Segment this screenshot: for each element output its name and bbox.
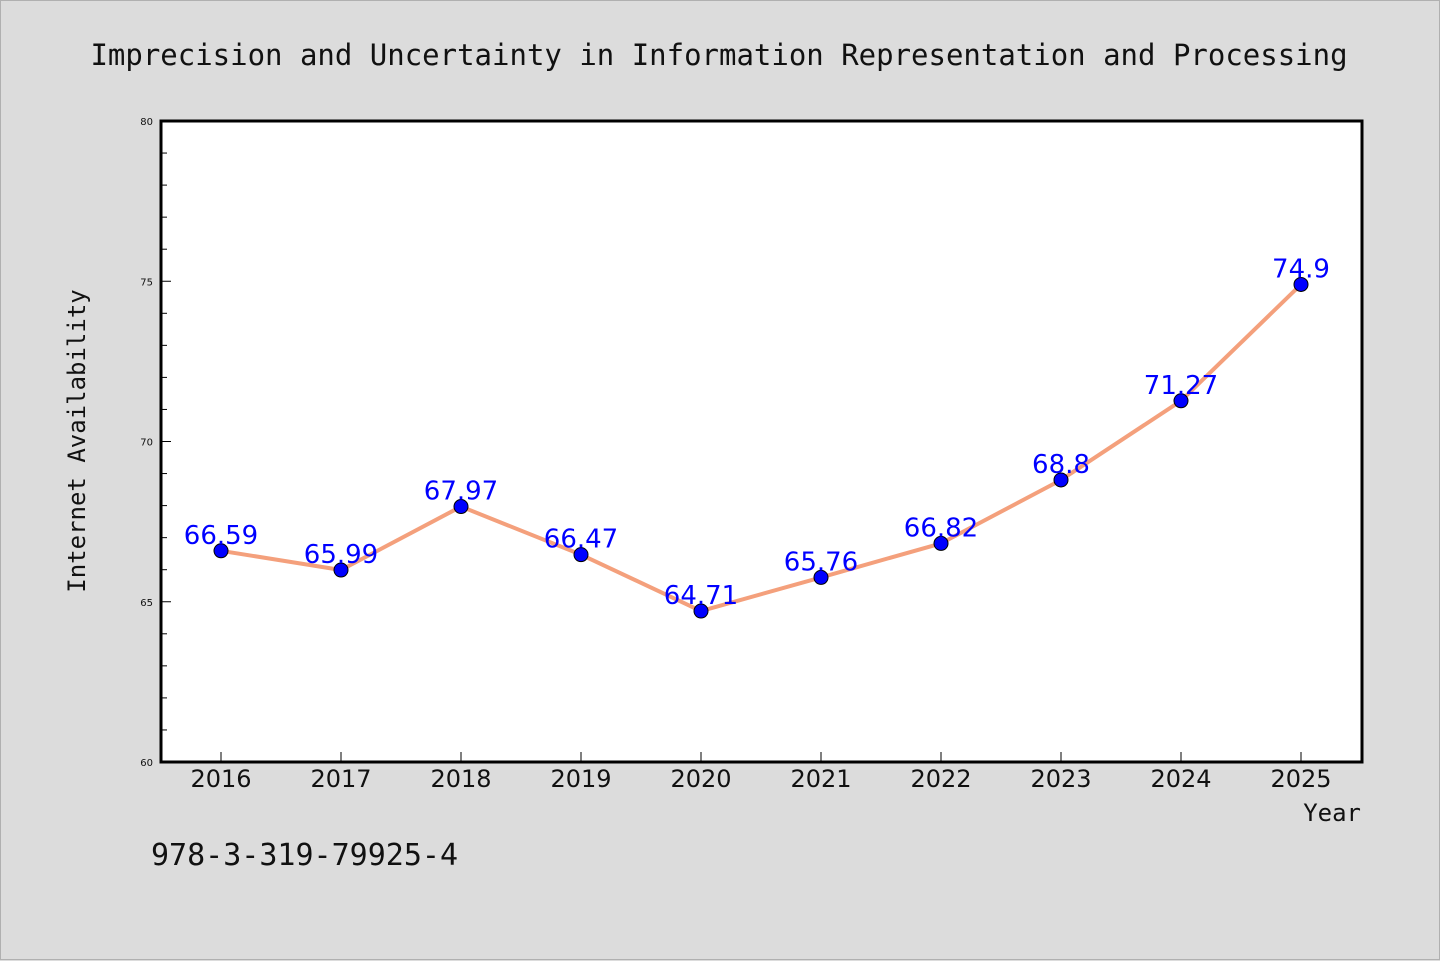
data-label: 68.8 <box>1032 450 1090 480</box>
data-label: 64.71 <box>664 581 738 611</box>
data-point <box>1053 472 1069 488</box>
data-point <box>333 562 349 578</box>
data-point <box>813 569 829 585</box>
data-label: 67.97 <box>424 477 498 507</box>
data-point <box>453 499 469 515</box>
x-axis-label: Year <box>1303 799 1361 827</box>
data-label: 66.47 <box>544 525 618 555</box>
data-label: 74.9 <box>1272 254 1330 284</box>
chart-title: Imprecision and Uncertainty in Informati… <box>90 38 1347 72</box>
y-axis: 60 65 70 75 80 <box>140 117 171 769</box>
y-tick-label: 65 <box>140 598 153 609</box>
data-point <box>1293 276 1309 292</box>
plot-area <box>159 119 1364 764</box>
y-axis-label: Internet Availability <box>63 289 91 592</box>
data-label: 66.82 <box>904 513 978 543</box>
y-tick-label: 75 <box>140 277 153 288</box>
x-tick-label: 2022 <box>910 765 971 793</box>
isbn-text: 978-3-319-79925-4 <box>151 838 458 873</box>
data-label: 65.76 <box>784 547 858 577</box>
series-line <box>219 282 1303 614</box>
x-tick-label: 2016 <box>190 765 251 793</box>
data-point <box>573 547 589 563</box>
series-layer: 66.59 65.99 67.97 66.47 64.71 65.76 66.82 68.8 7… <box>184 254 1330 619</box>
y-tick-label: 70 <box>140 438 153 449</box>
data-label: 71.27 <box>1144 371 1218 401</box>
data-label: 66.59 <box>184 521 258 551</box>
y-tick-label: 60 <box>140 758 153 769</box>
data-label: 65.99 <box>304 540 378 570</box>
data-point <box>693 603 709 619</box>
y-tick-label: 80 <box>140 117 153 128</box>
x-tick-label: 2018 <box>430 765 491 793</box>
x-tick-label: 2023 <box>1030 765 1091 793</box>
data-point <box>933 535 949 551</box>
x-tick-label: 2025 <box>1270 765 1331 793</box>
x-tick-label: 2024 <box>1150 765 1211 793</box>
x-tick-label: 2020 <box>670 765 731 793</box>
data-point <box>1173 393 1189 409</box>
x-tick-label: 2021 <box>790 765 851 793</box>
x-axis: 2016 2017 2018 2019 2020 2021 2022 2023 2024 2025 <box>190 752 1332 793</box>
x-tick-label: 2019 <box>550 765 611 793</box>
data-point <box>213 543 229 559</box>
x-tick-label: 2017 <box>310 765 371 793</box>
